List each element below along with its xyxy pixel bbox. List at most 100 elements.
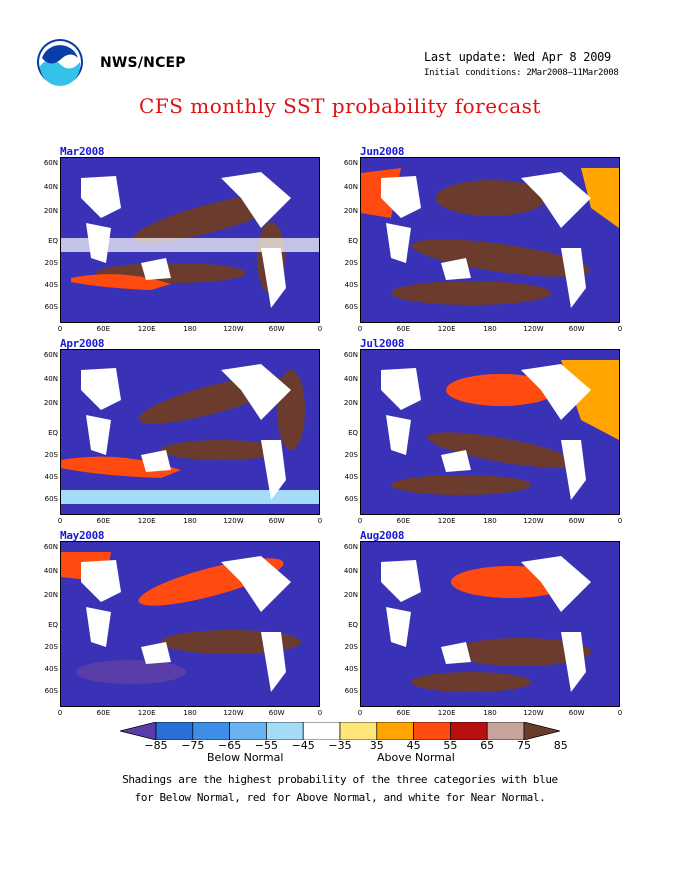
sst-map [361, 350, 619, 514]
lon-tick-label: 120W [223, 709, 244, 717]
lon-tick-label: 180 [183, 517, 197, 525]
lat-tick-label: 20S [344, 451, 358, 459]
colorbar-tick-label: −65 [217, 739, 242, 752]
map-jul2008 [360, 349, 620, 515]
lat-tick-label: 20N [43, 207, 58, 215]
lat-tick-label: 20N [43, 591, 58, 599]
lat-tick-label: 20S [44, 643, 58, 651]
page-title: CFS monthly SST probability forecast [139, 94, 541, 118]
colorbar-segment [155, 721, 194, 741]
map-aug2008 [360, 541, 620, 707]
lon-tick-label: 120E [437, 517, 456, 525]
colorbar-segment [376, 721, 414, 741]
lat-tick-label: EQ [348, 237, 358, 245]
lat-tick-label: EQ [348, 621, 358, 629]
colorbar [119, 721, 561, 741]
colorbar-segment [266, 721, 304, 741]
lon-tick-label: 60W [268, 517, 285, 525]
lon-tick-label: 120W [223, 325, 244, 333]
panel-label-mar2008: Mar2008 [60, 145, 105, 158]
sst-map [61, 542, 319, 706]
colorbar-tick-label: −35 [328, 739, 352, 752]
above-normal-label: Above Normal [377, 751, 455, 764]
panel-label-may2008: May2008 [60, 529, 105, 542]
lon-tick-label: 0 [617, 325, 623, 333]
lon-tick-label: 120W [223, 517, 244, 525]
lon-tick-label: 0 [357, 517, 363, 525]
lat-tick-label: 40N [43, 375, 58, 383]
lon-tick-label: 60W [568, 325, 585, 333]
lon-tick-label: 120W [523, 709, 544, 717]
lon-tick-label: 180 [483, 517, 497, 525]
lat-tick-label: 40N [343, 183, 358, 191]
panel-label-jul2008: Jul2008 [360, 337, 405, 350]
lat-tick-label: EQ [348, 429, 358, 437]
lat-tick-label: 20N [343, 591, 358, 599]
lat-tick-label: 40S [344, 473, 358, 481]
lat-tick-label: EQ [48, 429, 58, 437]
lat-tick-label: 60N [343, 351, 358, 359]
lat-tick-label: 60S [44, 687, 58, 695]
lon-tick-label: 120E [137, 325, 156, 333]
lat-tick-label: 40N [343, 375, 358, 383]
panel-label-apr2008: Apr2008 [60, 337, 105, 350]
lon-tick-label: 60E [96, 709, 110, 717]
lon-tick-label: 120W [523, 517, 544, 525]
lat-tick-label: 40S [344, 665, 358, 673]
lon-tick-label: 60E [396, 517, 410, 525]
lon-tick-label: 120E [137, 517, 156, 525]
lon-tick-label: 0 [57, 709, 63, 717]
colorbar-tick-label: 55 [443, 739, 458, 752]
lon-tick-label: 0 [317, 325, 323, 333]
lon-tick-label: 120E [137, 709, 156, 717]
lon-tick-label: 0 [57, 325, 63, 333]
map-jun2008 [360, 157, 620, 323]
lon-tick-label: 60E [96, 325, 110, 333]
below-normal-label: Below Normal [207, 751, 284, 764]
lon-tick-label: 60W [568, 517, 585, 525]
colorbar-tick-label: −55 [254, 739, 278, 752]
lat-tick-label: EQ [48, 621, 58, 629]
map-may2008 [60, 541, 320, 707]
lat-tick-label: 60N [43, 543, 58, 551]
lon-tick-label: 120E [437, 709, 456, 717]
lat-tick-label: 60S [344, 687, 358, 695]
lat-tick-label: 60N [343, 543, 358, 551]
lat-tick-label: 20S [44, 259, 58, 267]
panel-label-aug2008: Aug2008 [360, 529, 405, 542]
lat-tick-label: 40S [44, 665, 58, 673]
lat-tick-label: 40S [344, 281, 358, 289]
lon-tick-label: 180 [483, 325, 497, 333]
colorbar-tick-label: −45 [291, 739, 315, 752]
lon-tick-label: 0 [317, 709, 323, 717]
colorbar-segment [302, 721, 341, 741]
colorbar-arrow-low [119, 721, 157, 741]
lon-tick-label: 60E [96, 517, 110, 525]
colorbar-tick-label: 65 [480, 739, 495, 752]
colorbar-tick-label: 45 [406, 739, 421, 752]
note-line-2: for Below Normal, red for Above Normal, … [134, 791, 546, 804]
map-mar2008 [60, 157, 320, 323]
colorbar-segment [413, 721, 451, 741]
lat-tick-label: 60S [344, 303, 358, 311]
lon-tick-label: 180 [183, 325, 197, 333]
lon-tick-label: 180 [483, 709, 497, 717]
initial-conditions: Initial conditions: 2Mar2008–11Mar2008 [424, 68, 619, 78]
lat-tick-label: 20N [43, 399, 58, 407]
lon-tick-label: 0 [317, 517, 323, 525]
lon-tick-label: 0 [357, 709, 363, 717]
colorbar-segment [229, 721, 267, 741]
lat-tick-label: EQ [48, 237, 58, 245]
lat-tick-label: 20N [343, 207, 358, 215]
sst-map [361, 542, 619, 706]
colorbar-tick-label: −75 [181, 739, 205, 752]
lat-tick-label: 40S [44, 473, 58, 481]
sst-map [61, 350, 319, 514]
lon-tick-label: 120E [437, 325, 456, 333]
colorbar-segment [486, 721, 525, 741]
note-line-1: Shadings are the highest probability of … [122, 773, 558, 786]
lat-tick-label: 40N [43, 567, 58, 575]
lat-tick-label: 60N [43, 159, 58, 167]
lat-tick-label: 40N [343, 567, 358, 575]
colorbar-segment [339, 721, 378, 741]
